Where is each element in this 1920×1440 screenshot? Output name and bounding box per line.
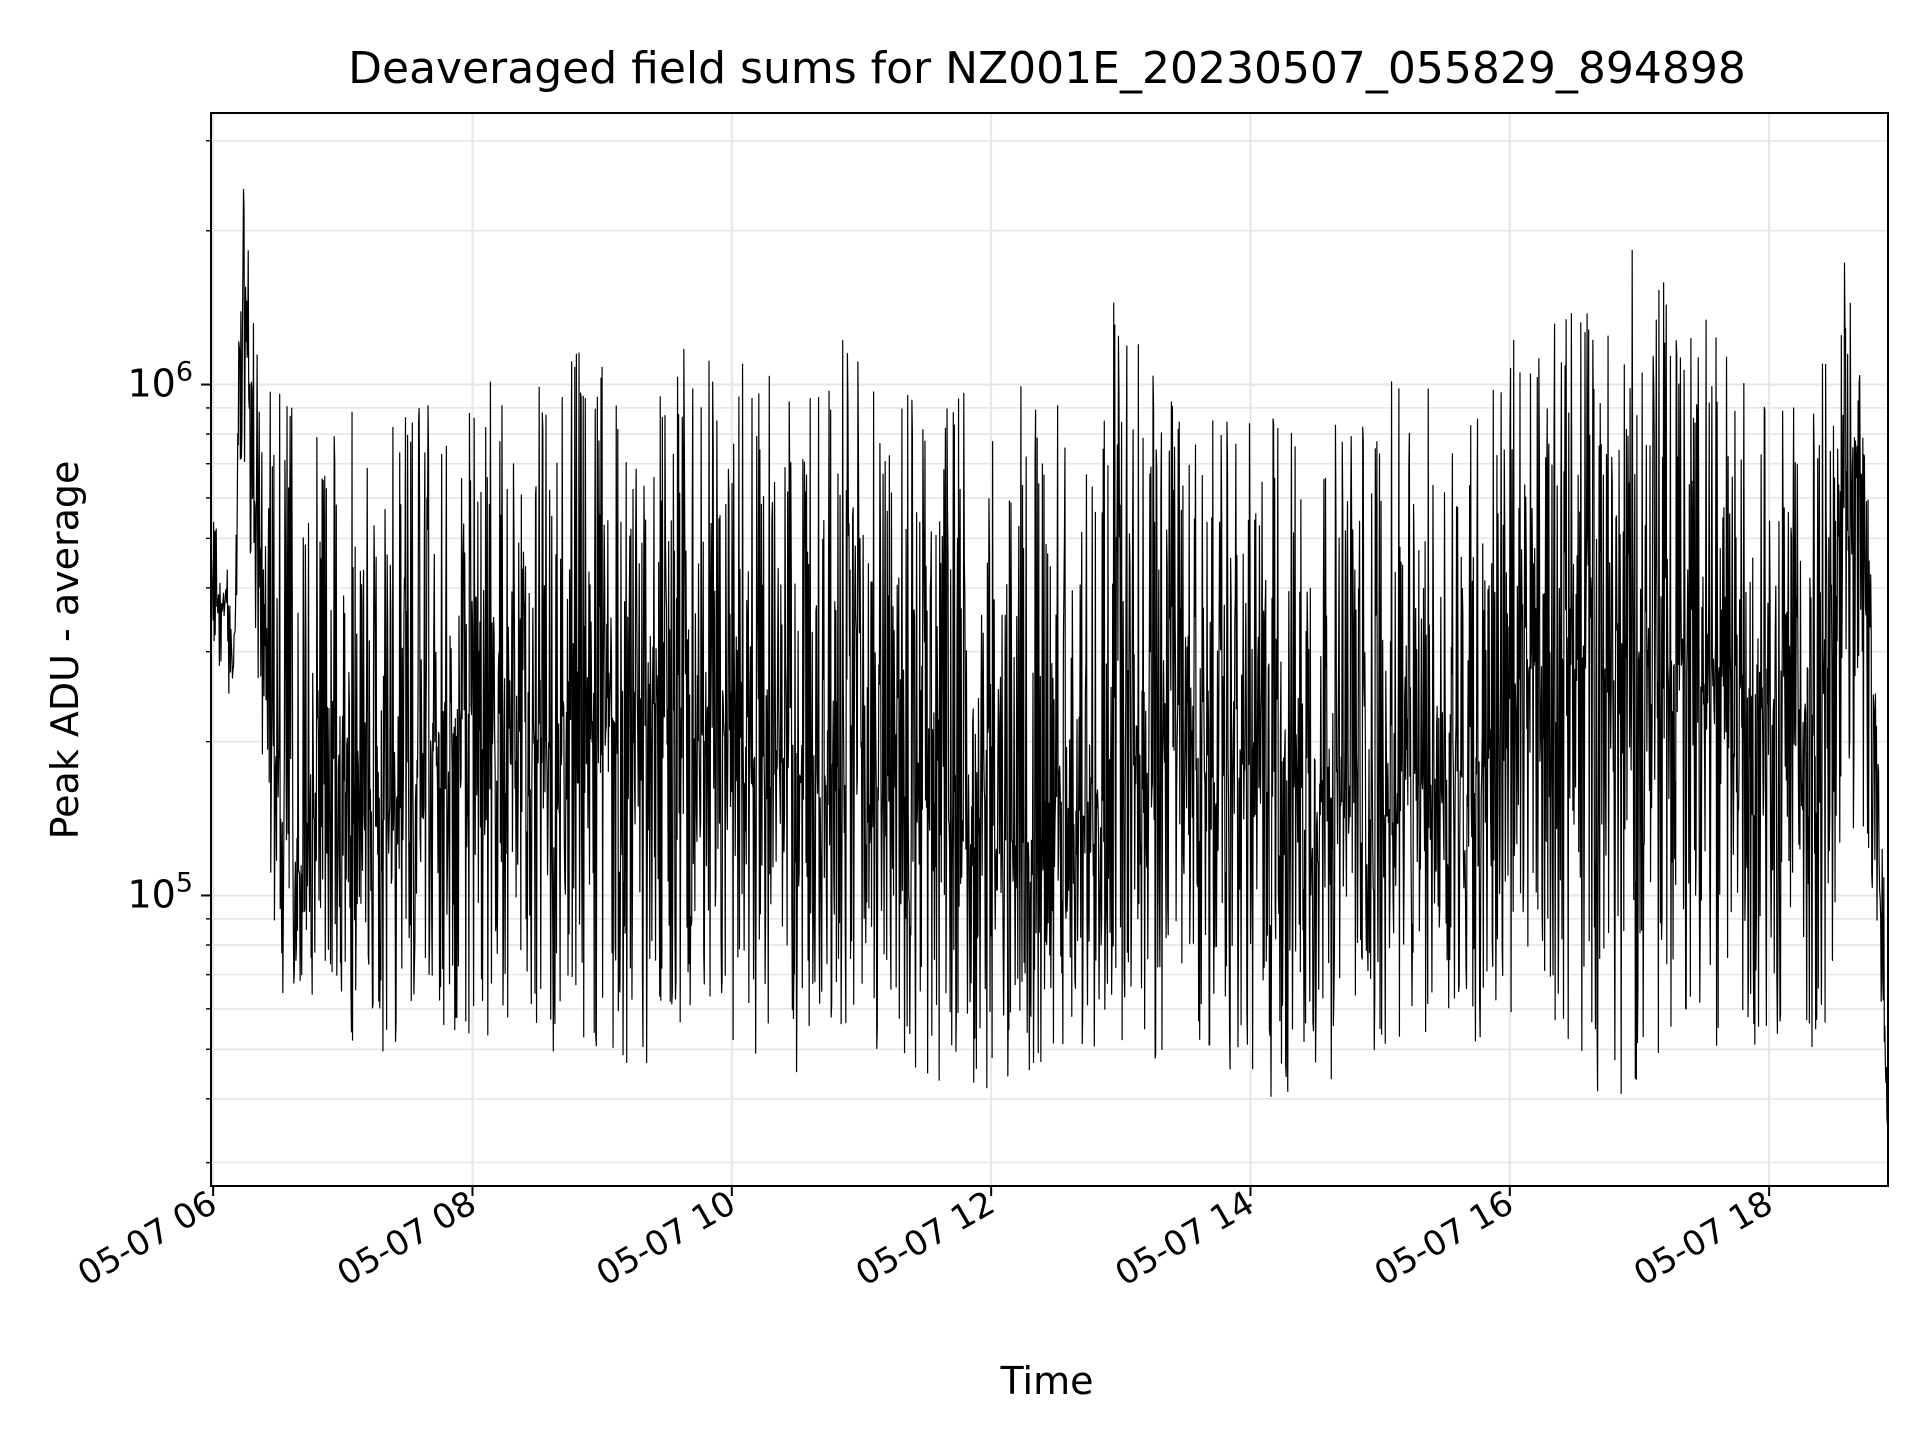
y-axis-ticks: 105 106 [127,140,211,1164]
data-series [211,188,1888,1126]
series-line [211,188,1888,1126]
x-tick-label: 05-07 18 [1627,1183,1779,1294]
x-tick-label: 05-07 10 [590,1183,742,1294]
y-tick-label: 105 [127,867,193,916]
chart-title: Deaveraged field sums for NZ001E_2023050… [348,43,1746,94]
y-tick-label: 106 [127,357,193,406]
plot-frame [210,112,1889,1187]
x-tick-label: 05-07 06 [71,1183,223,1294]
x-tick-label: 05-07 08 [331,1183,483,1294]
x-tick-label: 05-07 14 [1109,1183,1261,1294]
x-tick-label: 05-07 16 [1368,1183,1520,1294]
x-axis-ticks: 05-07 06 05-07 08 05-07 10 05-07 12 05-07 14… [71,1183,1779,1294]
x-tick-label: 05-07 12 [849,1183,1001,1294]
y-axis-label: Peak ADU - average [43,461,87,840]
x-axis-label: Time [1000,1359,1094,1403]
